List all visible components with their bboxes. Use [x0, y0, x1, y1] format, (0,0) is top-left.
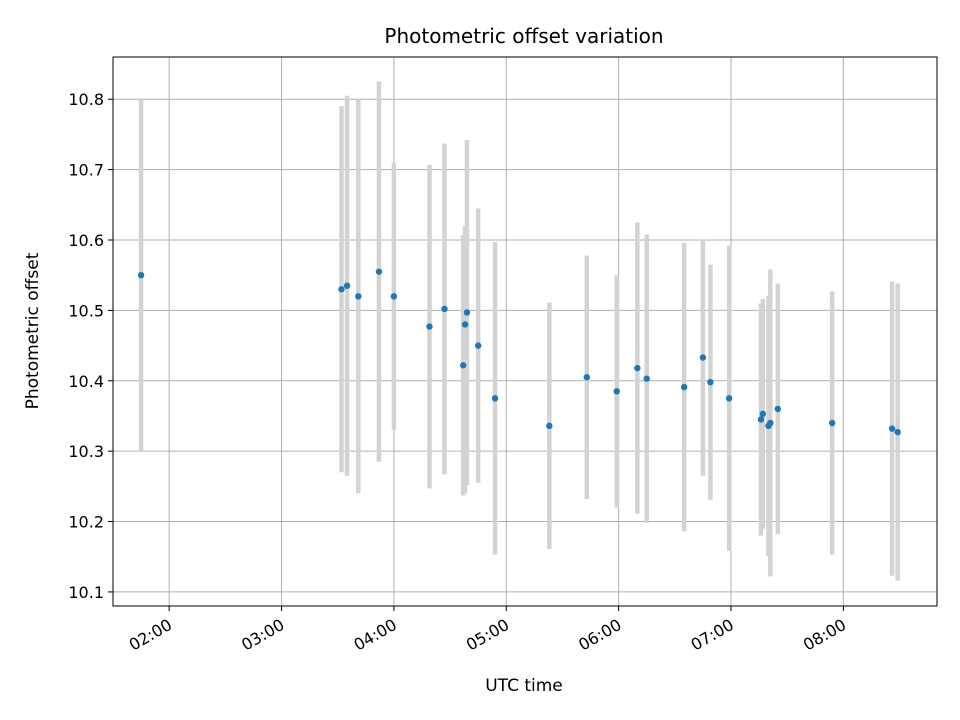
plot-frame [112, 56, 938, 607]
x-axis-label: UTC time [485, 676, 563, 696]
data-point [767, 419, 774, 427]
data-point [613, 388, 620, 395]
y-axis-ticks: 10.1 10.2 10.3 10.4 10.5 10.6 10.7 10.8 [68, 90, 113, 602]
data-point [643, 375, 650, 382]
y-tick-label: 10.2 [68, 513, 104, 532]
y-tick-label: 10.7 [68, 161, 104, 180]
data-point [828, 419, 836, 427]
data-point [583, 374, 590, 381]
data-point [355, 293, 362, 300]
data-point [680, 383, 688, 391]
data-point [463, 309, 471, 316]
data-point [491, 395, 499, 402]
data-point [441, 305, 448, 313]
data-point [474, 342, 482, 349]
data-point [390, 293, 398, 300]
data-point [725, 395, 733, 402]
data-point [461, 321, 469, 328]
y-tick-label: 10.6 [68, 231, 104, 250]
data-point [343, 282, 351, 289]
chart-title: Photometric offset variation [384, 24, 663, 48]
y-tick-label: 10.5 [68, 301, 104, 320]
data-point [757, 416, 765, 423]
y-tick-label: 10.3 [68, 442, 104, 461]
data-point [774, 405, 782, 413]
data-point [894, 428, 901, 436]
data-point [137, 271, 145, 279]
data-point [460, 362, 467, 369]
data-point [375, 268, 383, 275]
y-axis-label: Photometric offset [23, 252, 43, 409]
data-point [759, 410, 767, 418]
grid [113, 57, 937, 606]
data-points [137, 268, 901, 436]
data-point [338, 286, 345, 293]
data-point [426, 323, 433, 330]
y-tick-label: 10.8 [68, 90, 104, 109]
data-point [888, 425, 896, 432]
y-tick-label: 10.4 [68, 372, 104, 391]
data-point [699, 354, 707, 361]
data-point [707, 378, 714, 386]
data-point [546, 422, 553, 430]
y-tick-label: 10.1 [68, 583, 104, 602]
data-point [634, 364, 641, 372]
